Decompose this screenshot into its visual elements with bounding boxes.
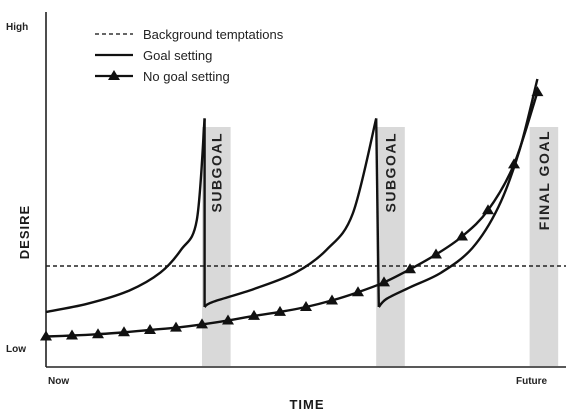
goal-band-1 [376, 127, 405, 366]
goal-band-2 [529, 127, 559, 366]
x-tick-label-start: Now [48, 376, 69, 387]
no-goal-setting-point-9 [274, 305, 286, 316]
no-goal-setting-point-3 [118, 326, 130, 337]
band-label-1: SUBGOAL [383, 132, 399, 213]
no-goal-setting-point-16 [456, 230, 468, 241]
no-goal-setting-point-0 [40, 330, 52, 341]
series-no-goal-setting-line [45, 91, 539, 338]
band-labels: SUBGOAL SUBGOAL FINAL GOAL [208, 130, 552, 230]
no-goal-setting-point-2 [92, 328, 104, 339]
no-goal-setting-point-11 [326, 294, 338, 305]
series-goal-setting-drop-1 [375, 118, 380, 308]
legend-label-goal: Goal setting [143, 48, 212, 63]
y-tick-label-high: High [6, 22, 28, 33]
no-goal-setting-point-15 [430, 248, 442, 259]
axes [45, 12, 566, 368]
x-tick-label-end: Future [516, 376, 548, 387]
no-goal-setting-point-13 [378, 276, 390, 287]
x-axis-title: TIME [289, 397, 324, 412]
legend: Background temptations Goal setting No g… [95, 27, 284, 84]
series-goal-setting-segment-1 [203, 118, 378, 309]
no-goal-setting-point-18 [508, 158, 520, 169]
legend-label-background: Background temptations [143, 27, 284, 42]
no-goal-setting-point-10 [300, 301, 312, 311]
no-goal-setting-point-5 [170, 321, 182, 332]
no-goal-setting-point-8 [248, 309, 260, 320]
band-label-0: SUBGOAL [208, 132, 224, 213]
series-markers [40, 86, 544, 341]
y-tick-label-low: Low [6, 344, 26, 355]
legend-marker-no-goal [108, 70, 120, 80]
no-goal-setting-point-4 [144, 323, 156, 334]
no-goal-setting-point-6 [196, 318, 208, 329]
series-goal-setting-segment-0 [45, 118, 206, 314]
no-goal-setting-point-7 [222, 314, 234, 325]
no-goal-setting-point-12 [352, 286, 364, 297]
y-axis-title: DESIRE [17, 205, 32, 259]
no-goal-setting-point-17 [482, 204, 494, 215]
no-goal-setting-point-1 [66, 329, 78, 340]
no-goal-setting-point-19 [531, 86, 544, 97]
goal-bands [202, 127, 559, 366]
no-goal-setting-point-14 [404, 263, 416, 274]
band-label-2: FINAL GOAL [536, 130, 552, 230]
goal-band-0 [202, 127, 231, 366]
legend-label-no-goal: No goal setting [143, 69, 230, 84]
